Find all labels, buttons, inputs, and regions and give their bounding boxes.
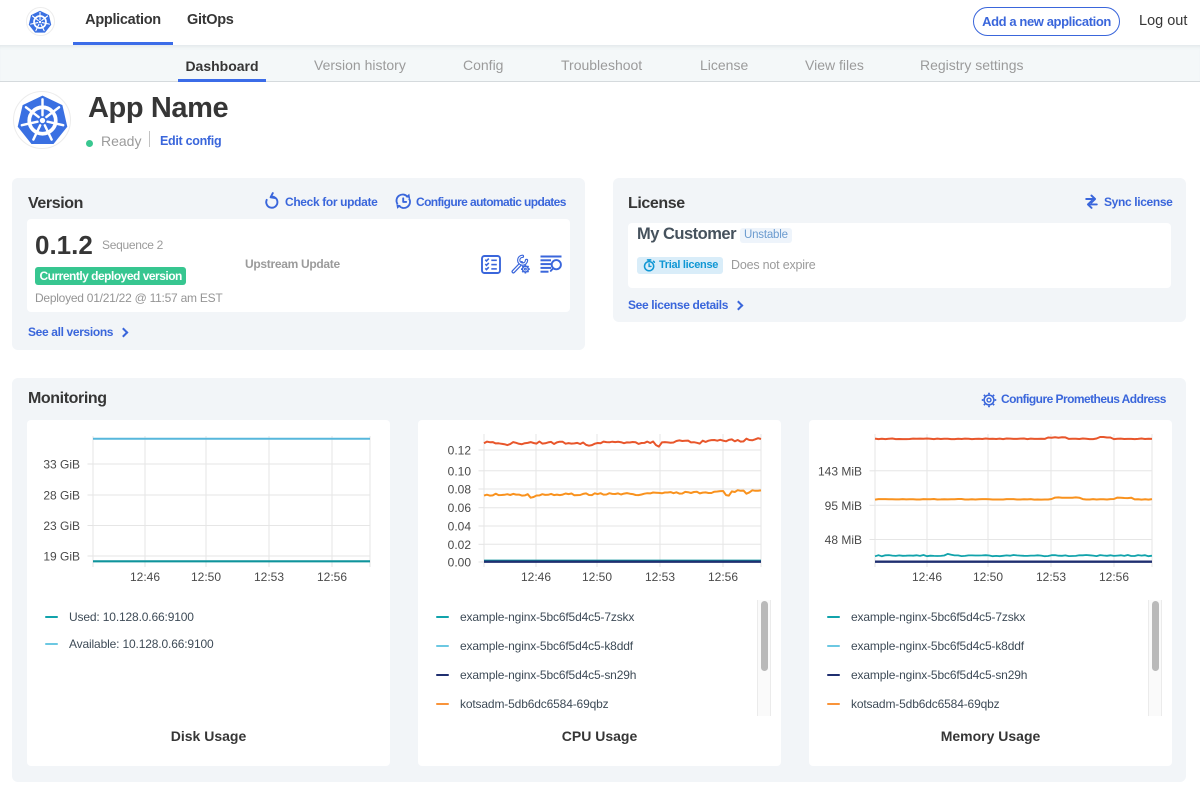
svg-text:12:46: 12:46 [912, 570, 942, 584]
svg-text:12:50: 12:50 [191, 570, 221, 584]
svg-text:0.10: 0.10 [448, 464, 472, 478]
svg-text:28 GiB: 28 GiB [43, 489, 80, 503]
svg-text:143 MiB: 143 MiB [818, 464, 862, 478]
svg-text:12:56: 12:56 [708, 570, 738, 584]
svg-text:95 MiB: 95 MiB [825, 499, 862, 513]
svg-text:23 GiB: 23 GiB [43, 519, 80, 533]
svg-text:12:53: 12:53 [645, 570, 675, 584]
svg-text:12:53: 12:53 [254, 570, 284, 584]
svg-text:19 GiB: 19 GiB [43, 550, 80, 564]
svg-text:0.00: 0.00 [448, 556, 472, 570]
svg-text:33 GiB: 33 GiB [43, 458, 80, 472]
svg-text:0.02: 0.02 [448, 538, 472, 552]
svg-text:12:50: 12:50 [973, 570, 1003, 584]
svg-text:12:46: 12:46 [521, 570, 551, 584]
svg-text:0.04: 0.04 [448, 520, 472, 534]
svg-text:12:50: 12:50 [582, 570, 612, 584]
svg-text:12:56: 12:56 [1099, 570, 1129, 584]
svg-text:12:56: 12:56 [317, 570, 347, 584]
svg-text:0.08: 0.08 [448, 483, 472, 497]
svg-text:48 MiB: 48 MiB [825, 533, 862, 547]
svg-text:12:53: 12:53 [1036, 570, 1066, 584]
svg-text:0.12: 0.12 [448, 444, 472, 458]
svg-text:12:46: 12:46 [130, 570, 160, 584]
svg-text:0.06: 0.06 [448, 501, 472, 515]
